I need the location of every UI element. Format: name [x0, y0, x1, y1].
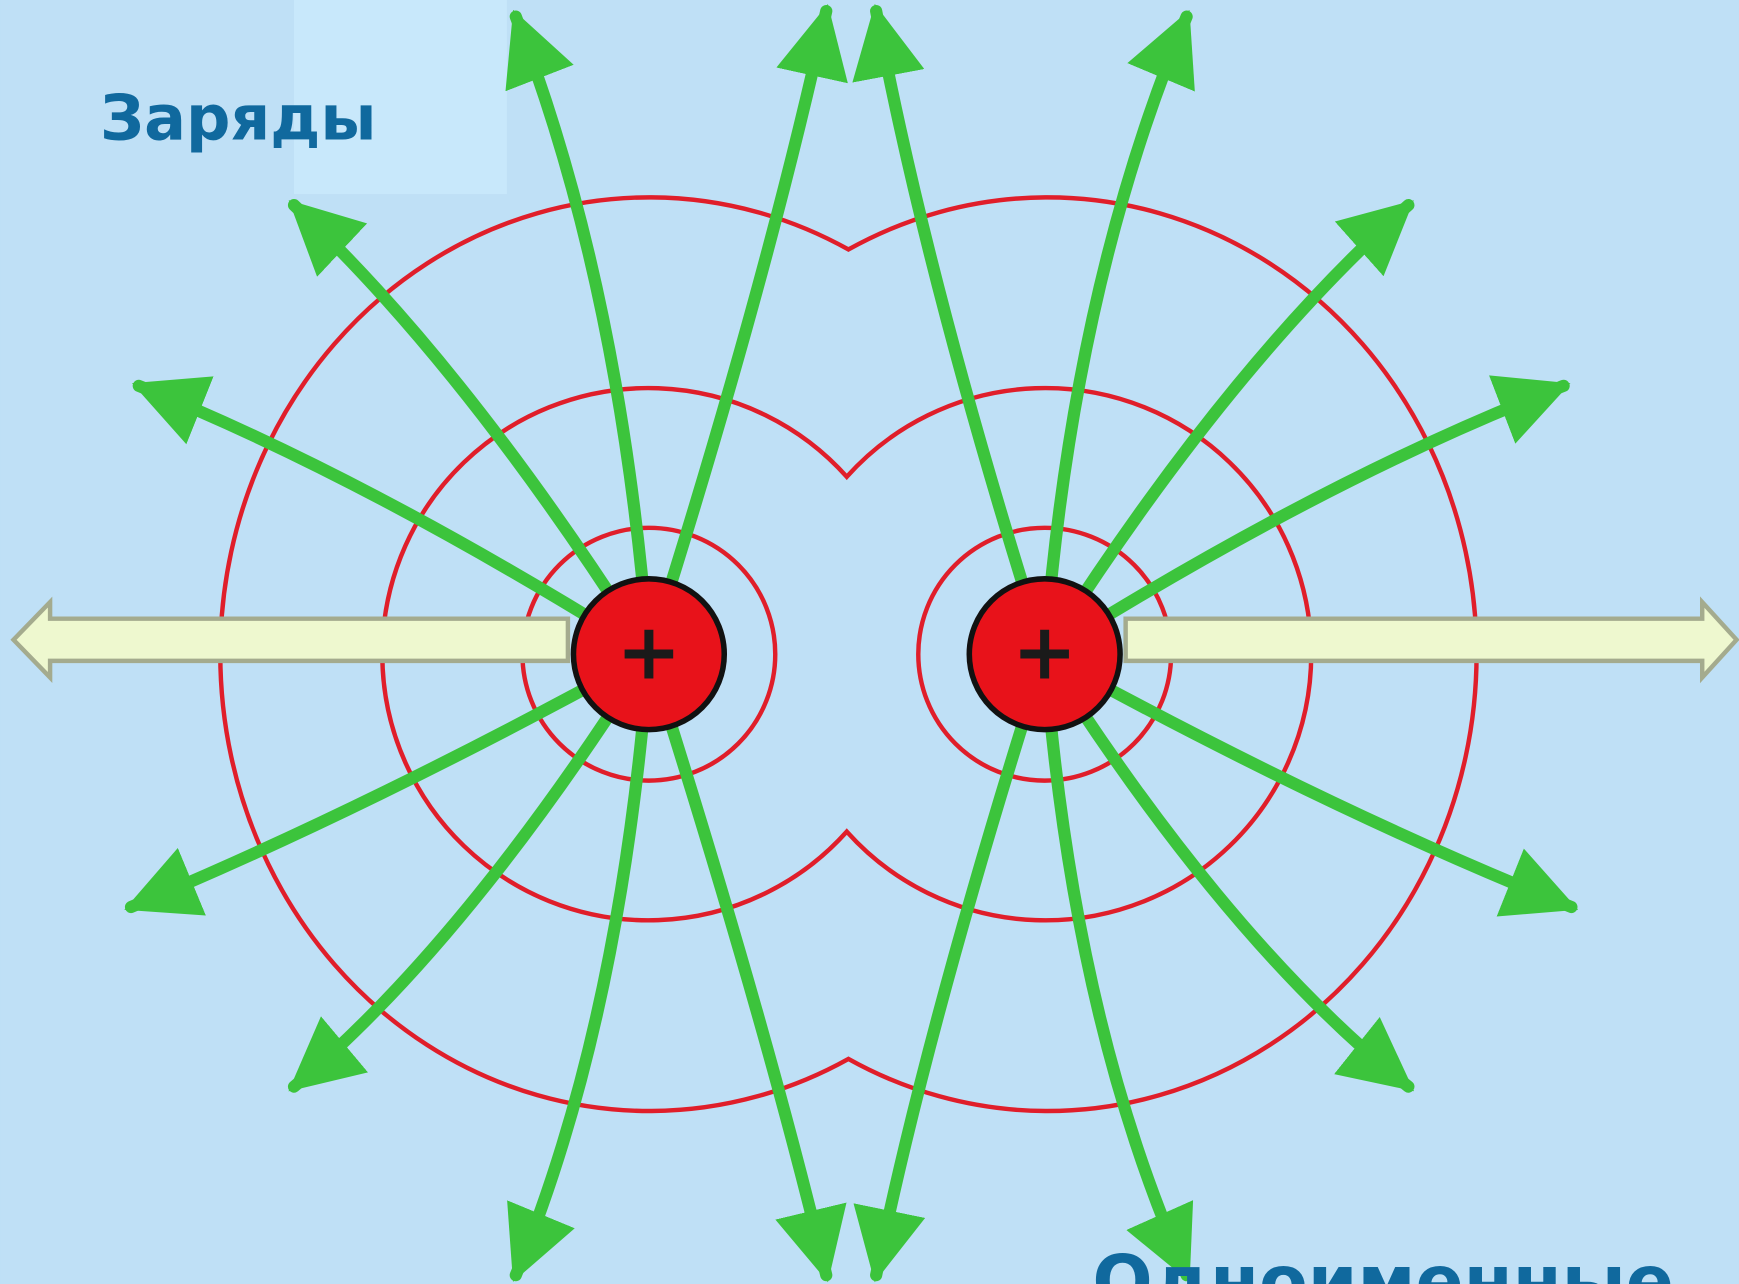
field-diagram: Заряды + + Одноименные	[0, 0, 1739, 1284]
title: Заряды	[100, 82, 377, 155]
charge-right-sign: +	[1012, 608, 1077, 698]
charge-left-sign: +	[616, 608, 681, 698]
page: {"title": "Заряды", "caption": "Одноимен…	[0, 0, 1739, 1284]
caption: Одноименные	[1092, 1240, 1674, 1284]
